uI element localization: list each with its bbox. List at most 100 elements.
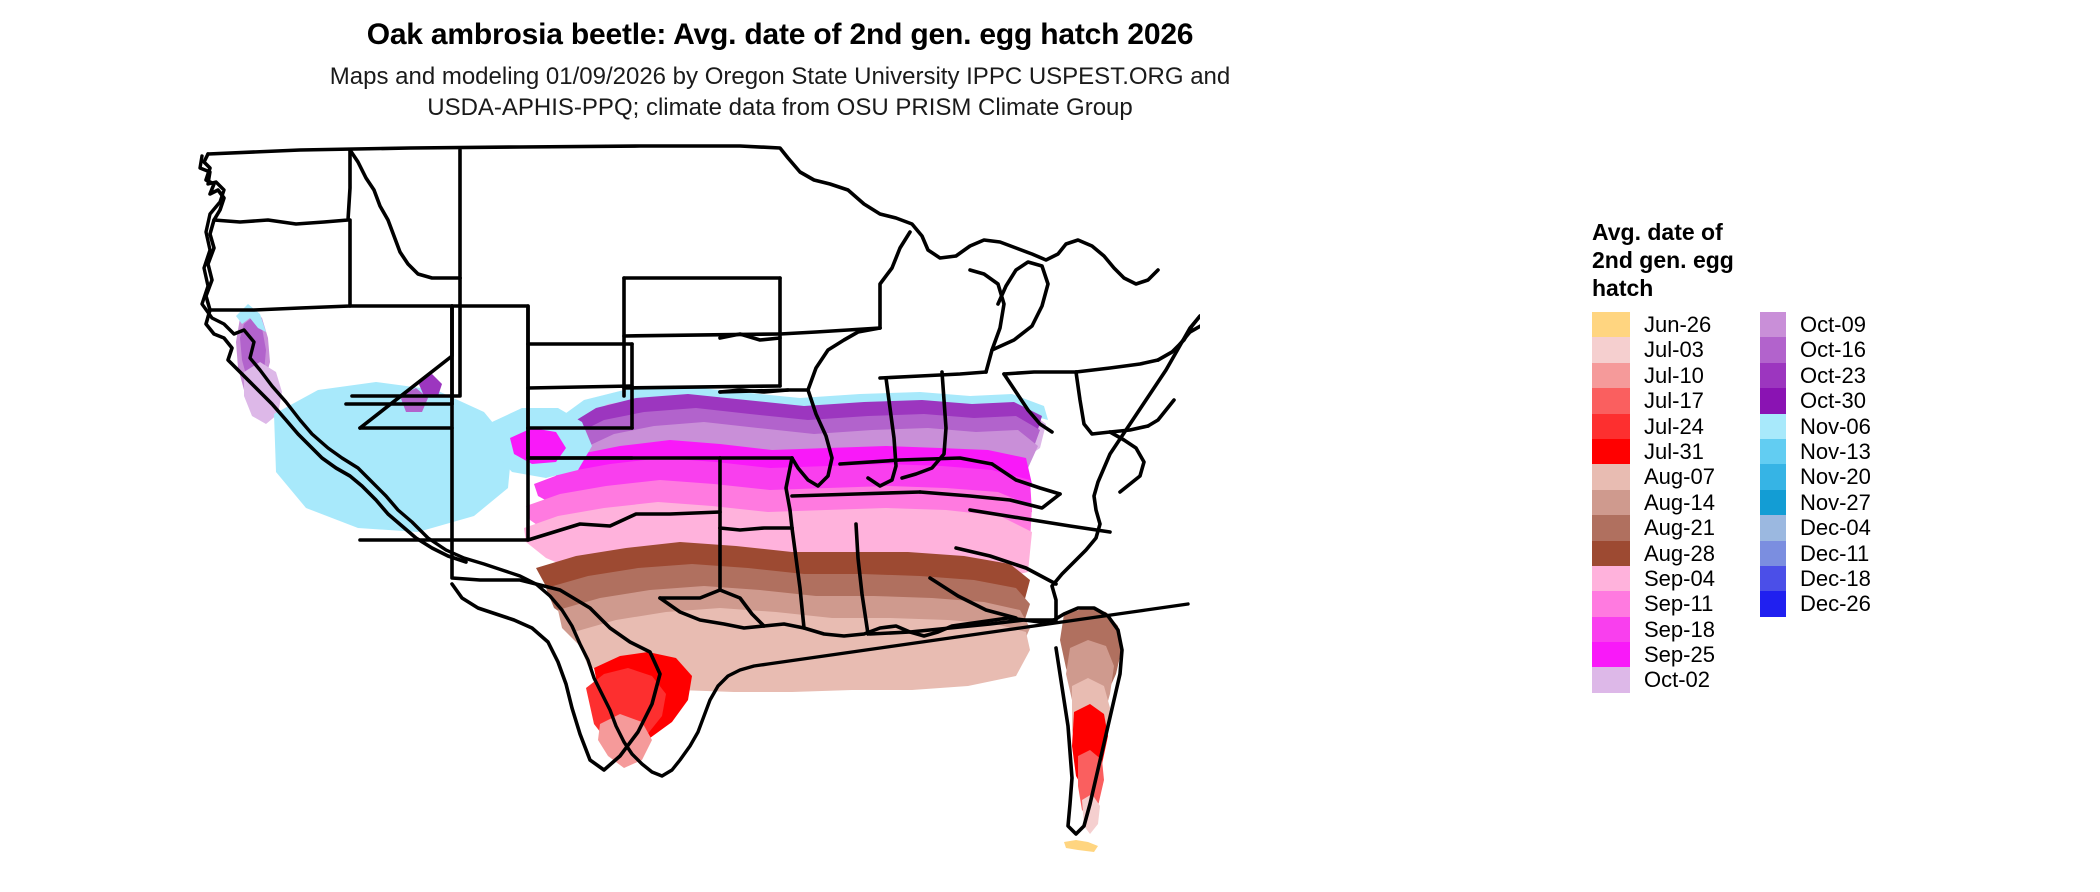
legend-color-swatch <box>1592 616 1630 643</box>
ar-la-border <box>718 526 794 532</box>
ne-states <box>1178 324 1200 346</box>
wy-border-south <box>350 276 462 398</box>
de-nj-detail <box>1146 398 1176 428</box>
legend-label: Sep-25 <box>1644 642 1715 668</box>
legend-label: Nov-13 <box>1799 438 1871 464</box>
zone-florida-jul-03 <box>1082 794 1100 834</box>
legend-label: Oct-09 <box>1799 312 1866 337</box>
tn-ms-al-border <box>790 490 922 498</box>
legend-row[interactable]: Dec-18 <box>1759 565 1871 592</box>
legend-row[interactable]: Aug-14 <box>1592 489 1715 516</box>
ne-ks-border <box>526 384 634 390</box>
legend-row[interactable]: Nov-06 <box>1759 413 1871 439</box>
legend-row[interactable]: Oct-30 <box>1759 388 1871 414</box>
legend-color-swatch <box>1759 337 1786 363</box>
or-ca-nv-border <box>208 218 352 312</box>
legend-row[interactable]: Sep-11 <box>1592 591 1715 617</box>
legend-label: Oct-16 <box>1799 337 1866 363</box>
us-outline <box>198 154 1190 778</box>
legend-row[interactable]: Sep-04 <box>1592 565 1715 592</box>
legend-label: Oct-02 <box>1644 667 1711 693</box>
ms-al-border <box>790 526 806 630</box>
legend-label: Jul-17 <box>1644 388 1704 414</box>
legend-label: Jun-26 <box>1644 312 1712 337</box>
ne-ia-border <box>718 332 782 342</box>
legend-row[interactable]: Oct-16 <box>1759 337 1871 363</box>
legend-color-swatch <box>1592 388 1630 414</box>
title-block: Oak ambrosia beetle: Avg. date of 2nd ge… <box>0 18 1560 123</box>
oh-pa-border <box>1002 370 1078 376</box>
tn-nc-border <box>918 490 1062 510</box>
zone-florida-keys-jun-26 <box>1064 840 1098 852</box>
legend-color-swatch <box>1592 540 1630 566</box>
legend-row[interactable]: Nov-27 <box>1759 489 1871 516</box>
mi-lower <box>990 260 1050 352</box>
ga-fl-border <box>868 618 1056 636</box>
legend-row[interactable]: Aug-28 <box>1592 540 1715 566</box>
legend-title: Avg. date of 2nd gen. egg hatch <box>1592 219 1734 301</box>
legend-row[interactable]: Oct-02 <box>1592 667 1715 693</box>
id-wa-or-border <box>348 148 462 280</box>
wi-il-border <box>878 370 988 380</box>
legend-row[interactable]: Jul-31 <box>1592 438 1715 465</box>
legend-row[interactable]: Jul-03 <box>1592 337 1715 363</box>
legend-row[interactable]: Nov-20 <box>1759 464 1871 490</box>
legend-row[interactable]: Dec-11 <box>1759 540 1871 566</box>
pacific-coast <box>202 152 468 564</box>
legend-columns: Jun-26 Jul-03 Jul-10 Jul-17 Jul-24 Jul-31 Aug-… <box>1592 312 2062 693</box>
legend-label: Aug-07 <box>1644 464 1715 490</box>
legend-row[interactable]: Jul-17 <box>1592 388 1715 414</box>
la-ms-border <box>718 588 766 628</box>
legend-column-left: Jun-26 Jul-03 Jul-10 Jul-17 Jul-24 Jul-31 Aug-… <box>1592 312 1715 693</box>
legend-row[interactable]: Aug-21 <box>1592 515 1715 541</box>
legend-label: Oct-30 <box>1799 388 1866 414</box>
zone-nm-sep-25 <box>510 428 566 464</box>
legend-color-swatch <box>1592 362 1630 389</box>
texas-outline <box>450 538 662 772</box>
legend-label: Nov-20 <box>1799 464 1871 490</box>
legend-row[interactable]: Dec-26 <box>1759 591 1871 617</box>
il-in-border <box>866 376 898 488</box>
legend-row[interactable]: Oct-09 <box>1759 312 1871 338</box>
legend-color-swatch <box>1592 312 1630 338</box>
legend-label: Nov-06 <box>1799 413 1871 439</box>
va-md-coast <box>1108 430 1146 494</box>
map-svg <box>198 144 1200 852</box>
wi-mn-border <box>878 230 912 330</box>
legend-color-swatch <box>1592 515 1630 541</box>
pa-ny-border <box>1074 358 1160 374</box>
legend-row[interactable]: Jul-24 <box>1592 413 1715 439</box>
tn-ky-border <box>838 456 994 466</box>
us-choropleth-map <box>180 128 1200 888</box>
legend-row[interactable]: Jun-26 <box>1592 312 1715 338</box>
legend-row[interactable]: Oct-23 <box>1759 362 1871 389</box>
legend-label: Dec-11 <box>1799 540 1870 566</box>
al-ga-border <box>854 522 870 636</box>
in-oh-border <box>900 370 948 480</box>
legend-color-swatch <box>1592 337 1630 363</box>
legend-row[interactable]: Jul-10 <box>1592 362 1715 389</box>
legend-label: Dec-04 <box>1799 515 1871 541</box>
nc-va-border <box>968 508 1112 534</box>
ia-mn-border <box>778 326 882 336</box>
legend-color-swatch <box>1759 540 1786 566</box>
legend-color-swatch <box>1759 312 1786 338</box>
legend-color-swatch <box>1759 489 1786 516</box>
legend-row[interactable]: Sep-25 <box>1592 642 1715 668</box>
legend-row[interactable]: Dec-04 <box>1759 515 1871 541</box>
legend-color-swatch <box>1592 667 1630 693</box>
legend-row[interactable]: Aug-07 <box>1592 464 1715 490</box>
legend-label: Jul-24 <box>1644 413 1704 439</box>
zone-ut-oct-16-speck <box>400 388 428 412</box>
legend-label: Jul-10 <box>1644 362 1704 388</box>
mo-il-border <box>790 388 834 488</box>
legend-row[interactable]: Sep-18 <box>1592 616 1715 643</box>
legend-label: Aug-28 <box>1644 540 1715 566</box>
gulf-coast <box>658 596 1056 638</box>
legend-label: Aug-14 <box>1644 489 1715 515</box>
legend-color-swatch <box>1759 362 1786 389</box>
ok-tx-border <box>526 510 722 542</box>
legend-row[interactable]: Nov-13 <box>1759 438 1871 465</box>
sc-nc-border <box>954 546 1058 586</box>
